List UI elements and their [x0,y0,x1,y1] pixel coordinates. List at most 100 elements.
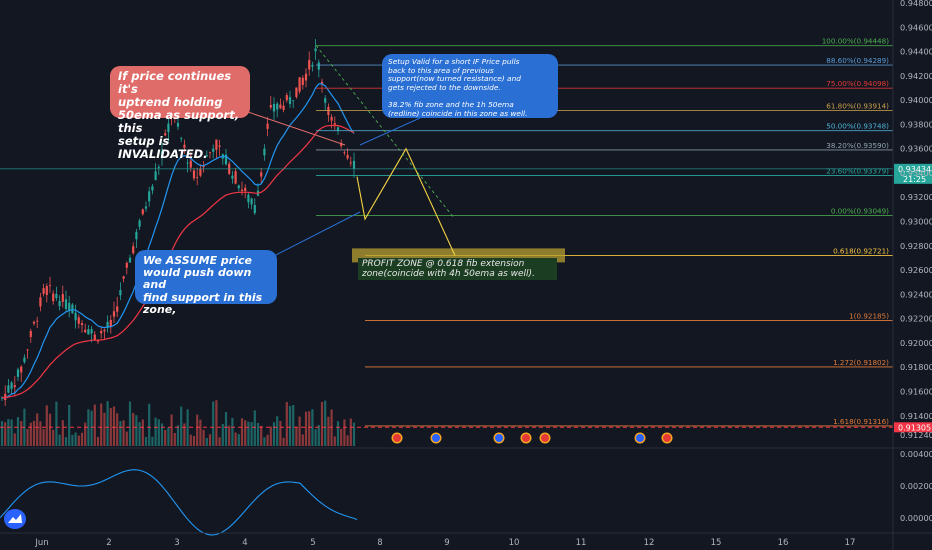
candle-body [295,87,298,97]
economic-event-icon[interactable] [430,432,442,444]
candle-body [87,329,90,335]
setup-line-7: (redline) coincide in this zone as well. [388,108,528,118]
volume-bar [244,420,247,446]
candle-body [276,103,279,110]
economic-event-icon[interactable] [539,432,551,444]
volume-bar [64,437,68,446]
candle-body [336,127,340,131]
volume-bar [311,409,314,446]
volume-bars [0,400,356,446]
setup-line-3: support(now turned resistance) and [388,74,521,84]
price-tick-label: 0.93400 [900,168,932,178]
volume-bar [7,419,10,446]
volume-bar [128,401,132,446]
volume-bar [61,420,64,446]
volume-bar [324,400,327,446]
setup-note[interactable]: Setup Valid for a short IF Price pulls b… [382,54,558,118]
price-tick-label: 0.94600 [900,22,932,32]
candle-body [333,123,336,125]
ema-fast-line [1,83,355,399]
candlestick-series [0,39,356,406]
candle-body [74,312,77,321]
volume-bar [87,409,90,446]
economic-event-icon[interactable] [520,432,532,444]
volume-bar [154,417,157,446]
oscillator-line [0,469,358,536]
candle-body [183,144,186,148]
candle-body [138,220,141,227]
setup-callout-pointer [359,117,421,146]
fib-retracement-label: 23.60%(0.93379) [826,167,889,176]
candle-body [218,145,221,147]
time-tick-label: 5 [310,538,315,548]
volume-bar [349,418,352,446]
candle-body [349,162,352,164]
assumption-note[interactable]: We ASSUME price would push down and find… [135,250,277,316]
price-tick-label: 0.93000 [900,217,932,227]
event-core [636,434,644,442]
invalid-line-4: setup is INVALIDATED. [118,134,208,161]
candle-body [106,321,109,328]
candle-body [77,317,80,324]
candle-body [109,319,112,327]
invalid-line-2: uptrend holding [118,95,223,109]
volume-bar [192,436,196,446]
volume-bar [272,422,276,446]
economic-event-icon[interactable] [391,432,403,444]
fib-retracement-label: 75.00%(0.94098) [826,79,889,88]
candle-body [64,299,68,310]
candle-body [292,100,295,102]
price-tick-label: 0.93600 [900,144,932,154]
volume-bar [103,412,106,446]
invalidation-note[interactable]: If price continues it's uptrend holding … [110,66,250,161]
candle-body [84,329,87,333]
candle-body [253,204,256,214]
economic-event-icon[interactable] [493,432,505,444]
candle-body [7,385,10,393]
volume-bar [285,401,288,446]
candle-body [212,148,215,152]
assume-line-3: find support in this [143,290,263,304]
volume-bar [343,419,346,446]
volume-bar [119,421,122,446]
volume-bar [138,422,141,446]
price-tick-label: 0.92200 [900,314,932,324]
volume-bar [352,422,356,446]
candle-body [192,170,196,179]
volume-bar [52,429,55,446]
event-markers[interactable] [391,432,673,444]
volume-bar [55,401,58,446]
assume-line-1: We ASSUME price [143,254,252,267]
volume-bar [4,422,7,446]
candle-body [16,369,20,377]
candle-body [103,329,106,332]
volume-bar [196,414,199,446]
price-tick-label: 0.94200 [900,71,932,81]
price-tick-label: 0.92600 [900,265,932,275]
tradingview-logo-icon[interactable] [4,509,26,529]
price-tick-label: 0.94400 [900,47,932,57]
time-tick-label: 16 [778,538,789,548]
volume-bar [71,434,74,446]
candle-body [208,151,212,153]
candle-body [4,393,7,401]
current-price-text: 0.93434 [898,165,931,174]
candle-body [135,231,138,240]
economic-event-icon[interactable] [661,432,673,444]
event-core [432,434,440,442]
time-tick-label: 9 [444,538,449,548]
volume-bar [320,401,324,446]
oscillator-tick-label: 0.00000 [900,513,932,523]
volume-bar [240,418,244,446]
oscillator-pane [0,469,358,536]
candle-body [148,191,151,202]
volume-bar [224,412,228,446]
candle-body [196,177,199,178]
volume-bar [234,432,237,446]
profit-zone-label[interactable]: PROFIT ZONE @ 0.618 fib extension zone(c… [358,258,557,280]
candle-body [266,123,269,129]
candle-body [144,206,148,209]
volume-bar [100,403,103,446]
economic-event-icon[interactable] [634,432,646,444]
